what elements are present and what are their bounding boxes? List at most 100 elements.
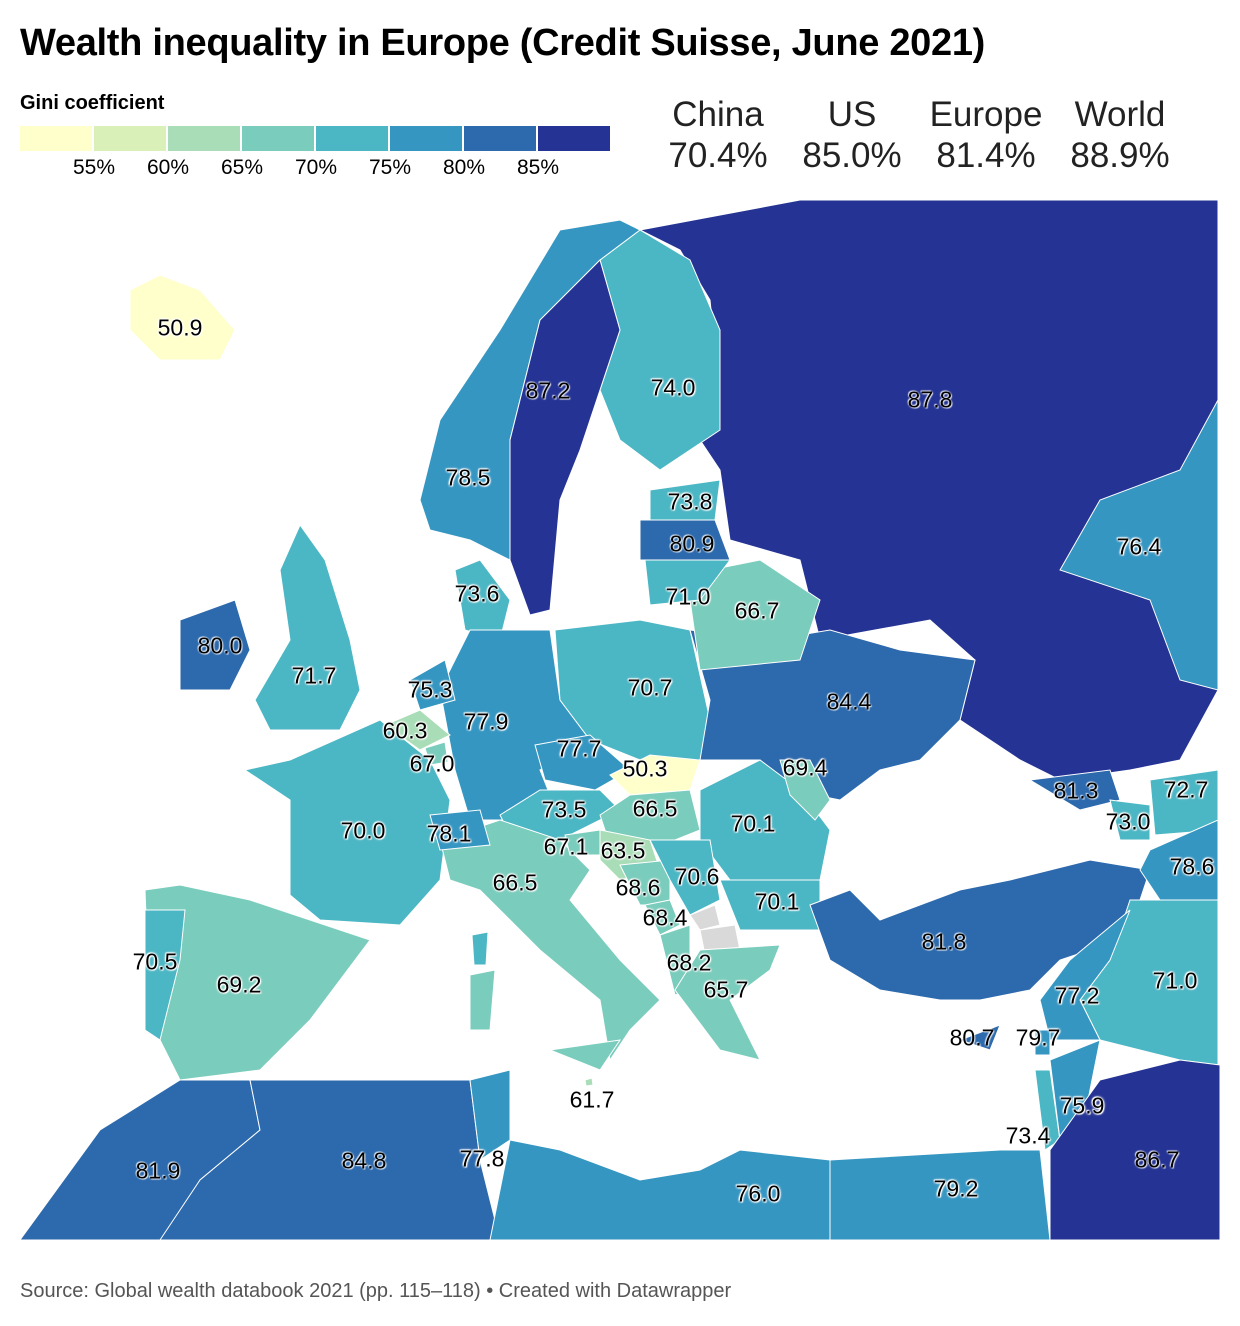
region-sicily[interactable] xyxy=(548,1039,622,1071)
region-lithuania[interactable] xyxy=(644,559,731,606)
region-montenegro[interactable] xyxy=(644,899,681,936)
label-denmark: 73.6 xyxy=(454,580,500,607)
label-latvia: 80.9 xyxy=(669,530,715,557)
region-belgium[interactable] xyxy=(383,709,451,751)
label-italy: 66.5 xyxy=(492,869,538,896)
label-slovenia: 67.1 xyxy=(543,833,589,860)
comparison-us: US 85.0% xyxy=(802,94,902,176)
legend-title: Gini coefficient xyxy=(20,92,165,114)
comparison-europe: Europe 81.4% xyxy=(929,94,1043,176)
label-morocco: 81.9 xyxy=(135,1157,181,1184)
comparison-value: 70.4% xyxy=(668,136,768,175)
comparison-value: 81.4% xyxy=(936,136,1036,175)
region-syria[interactable] xyxy=(1039,909,1131,1041)
legend-ticks: 55% 60% 65% 70% 75% 80% 85% xyxy=(20,156,620,182)
region-netherlands[interactable] xyxy=(409,659,456,711)
label-kazakhstan: 76.4 xyxy=(1116,533,1162,560)
label-iceland: 50.9 xyxy=(157,314,203,341)
region-kosovo-no-data[interactable] xyxy=(689,904,721,931)
label-portugal: 70.5 xyxy=(132,948,178,975)
region-serbia[interactable] xyxy=(649,839,721,916)
region-sardinia[interactable] xyxy=(469,969,496,1031)
label-algeria: 84.8 xyxy=(341,1147,387,1174)
label-hungary: 66.5 xyxy=(632,795,678,822)
label-iran: 78.6 xyxy=(1169,853,1215,880)
comparison-label: China xyxy=(672,95,764,134)
label-switzerland: 78.1 xyxy=(426,820,472,847)
comparison-label: US xyxy=(827,95,877,134)
label-cyprus: 80.7 xyxy=(949,1024,995,1051)
legend-tick: 55% xyxy=(72,156,116,179)
legend-swatch xyxy=(538,126,610,151)
region-malta[interactable] xyxy=(584,1077,594,1087)
region-uk[interactable] xyxy=(254,523,361,731)
region-egypt[interactable] xyxy=(829,1149,1051,1241)
region-italy[interactable] xyxy=(439,819,661,1062)
comparison-china: China 70.4% xyxy=(668,94,768,176)
label-poland: 70.7 xyxy=(627,674,673,701)
label-albania: 68.2 xyxy=(666,949,712,976)
region-iceland[interactable] xyxy=(129,274,236,361)
label-greece: 65.7 xyxy=(703,976,749,1003)
region-ukraine[interactable] xyxy=(689,629,976,801)
label-egypt: 79.2 xyxy=(933,1175,979,1202)
region-denmark[interactable] xyxy=(454,559,511,641)
label-belgium: 60.3 xyxy=(382,717,428,744)
label-ukraine: 84.4 xyxy=(826,688,872,715)
legend-swatch xyxy=(94,126,166,151)
region-portugal[interactable] xyxy=(144,909,186,1041)
label-russia: 87.8 xyxy=(907,386,953,413)
chart-title: Wealth inequality in Europe (Credit Suis… xyxy=(20,22,986,64)
region-switzerland[interactable] xyxy=(429,809,491,851)
label-syria: 77.2 xyxy=(1054,982,1100,1009)
region-sweden[interactable] xyxy=(509,259,621,616)
comparison-value: 88.9% xyxy=(1070,136,1170,175)
label-malta: 61.7 xyxy=(569,1086,615,1113)
label-austria: 73.5 xyxy=(541,796,587,823)
legend-swatch xyxy=(464,126,536,151)
region-corsica[interactable] xyxy=(471,931,489,966)
region-ireland[interactable] xyxy=(179,599,251,691)
region-czechia[interactable] xyxy=(534,734,631,791)
label-montenegro: 68.4 xyxy=(642,904,688,931)
label-germany: 77.9 xyxy=(463,708,509,735)
label-saudi-arabia: 86.7 xyxy=(1134,1146,1180,1173)
region-slovakia[interactable] xyxy=(609,754,701,796)
legend-tick: 75% xyxy=(368,156,412,179)
region-armenia[interactable] xyxy=(1109,799,1151,841)
comparison-value: 85.0% xyxy=(802,136,902,175)
label-turkey: 81.8 xyxy=(921,928,967,955)
label-luxembourg: 67.0 xyxy=(409,750,455,777)
region-moldova[interactable] xyxy=(779,759,831,821)
label-bosnia: 68.6 xyxy=(615,874,661,901)
label-jordan: 75.9 xyxy=(1059,1092,1105,1119)
legend-tick: 60% xyxy=(146,156,190,179)
legend-color-scale xyxy=(20,126,610,151)
label-sweden: 87.2 xyxy=(525,377,571,404)
label-croatia: 63.5 xyxy=(600,837,646,864)
region-cyprus[interactable] xyxy=(958,1024,1001,1051)
comparison-label: World xyxy=(1074,95,1166,134)
label-israel: 73.4 xyxy=(1005,1122,1051,1149)
label-armenia: 73.0 xyxy=(1105,808,1151,835)
region-lebanon[interactable] xyxy=(1034,1029,1051,1056)
label-uk: 71.7 xyxy=(291,662,337,689)
label-czechia: 77.7 xyxy=(556,735,602,762)
region-france[interactable] xyxy=(243,719,451,926)
label-lebanon: 79.7 xyxy=(1015,1024,1061,1051)
label-norway: 78.5 xyxy=(445,464,491,491)
region-greece[interactable] xyxy=(674,944,781,1061)
region-luxembourg[interactable] xyxy=(424,741,449,766)
region-georgia[interactable] xyxy=(1028,769,1121,811)
label-romania: 70.1 xyxy=(730,810,776,837)
comparison-label: Europe xyxy=(929,95,1043,134)
source-note: Source: Global wealth databook 2021 (pp.… xyxy=(20,1280,732,1302)
legend-tick: 70% xyxy=(294,156,338,179)
legend-tick: 85% xyxy=(516,156,560,179)
region-kazakhstan[interactable] xyxy=(1059,399,1219,691)
label-estonia: 73.8 xyxy=(667,488,713,515)
label-azerbaijan: 72.7 xyxy=(1163,776,1209,803)
legend-swatch xyxy=(316,126,388,151)
legend-swatch xyxy=(242,126,314,151)
